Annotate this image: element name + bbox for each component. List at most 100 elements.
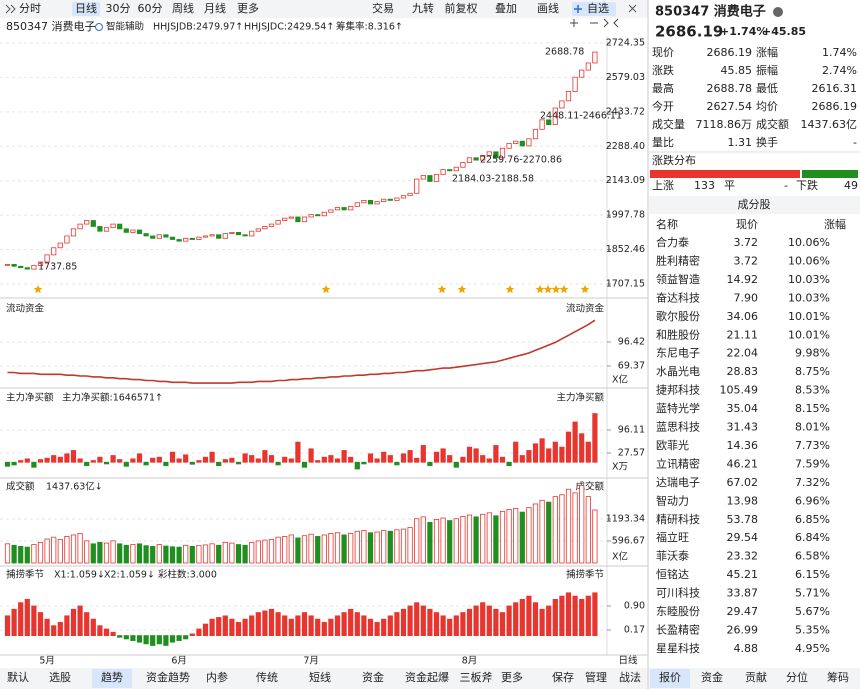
candle	[229, 231, 235, 234]
bottom-tab[interactable]: 内参	[206, 670, 228, 684]
toolbar-button[interactable]: 分时	[19, 2, 41, 15]
quote-label: 最低	[756, 82, 778, 95]
quote-tab[interactable]: 贡献	[745, 670, 767, 684]
volume-bar	[552, 496, 558, 564]
close-icon[interactable]	[628, 4, 637, 13]
volume-bar	[11, 544, 17, 564]
quote-tab[interactable]: 资金	[701, 670, 723, 684]
stock-name[interactable]: 欧菲光	[656, 438, 689, 452]
stock-price: 22.04	[727, 347, 759, 360]
stock-name[interactable]: 领益智造	[656, 272, 700, 286]
stock-name[interactable]: 可川科技	[656, 586, 700, 600]
candle	[216, 234, 222, 239]
bottom-tab[interactable]: 更多	[501, 670, 523, 684]
bottom-tab[interactable]: 默认	[7, 671, 29, 684]
signal-star	[559, 285, 569, 294]
bar	[585, 441, 591, 463]
stock-name[interactable]: 捷邦科技	[656, 383, 700, 397]
toolbar-button[interactable]: 交易	[372, 1, 394, 15]
bottom-action[interactable]: 战法	[619, 670, 641, 684]
bottom-tab[interactable]: 资金起爆	[405, 670, 449, 684]
bar	[493, 445, 499, 463]
quote-tab[interactable]: 分位	[786, 670, 808, 684]
bar	[486, 458, 492, 463]
bottom-tab[interactable]: 趋势	[101, 671, 123, 684]
stock-name[interactable]: 东尼电子	[656, 347, 700, 360]
toolbar-button[interactable]: 30分	[106, 2, 131, 15]
quote-label: 量比	[652, 136, 674, 149]
candle	[447, 169, 453, 172]
bar	[579, 433, 585, 463]
stock-name[interactable]: 精研科技	[656, 512, 700, 526]
bottom-action[interactable]: 管理	[585, 670, 607, 684]
bottom-action[interactable]: 保存	[552, 670, 574, 684]
bar	[440, 448, 446, 463]
stock-name[interactable]: 东睦股份	[656, 605, 700, 618]
signal-star	[543, 285, 553, 294]
stock-name[interactable]: 合力泰	[656, 235, 689, 249]
bar	[354, 612, 360, 636]
bar	[189, 633, 195, 636]
bottom-tab[interactable]: 三板斧	[460, 670, 493, 684]
candle	[123, 228, 129, 233]
stock-name[interactable]: 恒铭达	[656, 567, 689, 581]
candle	[136, 229, 143, 234]
bottom-tab[interactable]: 选股	[49, 671, 71, 684]
toolbar-button[interactable]: 叠加	[495, 2, 517, 15]
bar	[64, 453, 70, 463]
stock-name[interactable]: 歌尔股份	[656, 309, 700, 323]
quote-tab[interactable]: 筹码	[827, 670, 849, 684]
volume-bar	[466, 514, 473, 564]
toolbar-button[interactable]: 自选	[587, 2, 609, 15]
bar	[486, 605, 492, 636]
bar	[156, 456, 162, 463]
toolbar-button[interactable]: 周线	[172, 1, 194, 15]
bar	[592, 413, 598, 463]
expand-icon[interactable]	[5, 4, 16, 14]
toolbar-button[interactable]: 更多	[237, 1, 259, 15]
bottom-tab[interactable]: 传统	[256, 671, 278, 684]
stock-name[interactable]: 和胜股份	[656, 327, 700, 341]
stock-name[interactable]: 奋达科技	[656, 290, 700, 304]
stock-name[interactable]: 立讯精密	[656, 456, 700, 470]
stock-name[interactable]: 胜利精密	[656, 253, 700, 267]
stock-name[interactable]: 水晶光电	[656, 364, 700, 378]
stock-name[interactable]: 智动力	[656, 493, 689, 507]
stock-name[interactable]: 星星科技	[656, 641, 700, 655]
bottom-tab[interactable]: 资金趋势	[146, 670, 190, 684]
toolbar-button[interactable]: 九转	[412, 1, 434, 15]
toolbar-button[interactable]: 画线	[537, 1, 559, 15]
candle	[546, 119, 552, 125]
stock-name[interactable]: 长盈精密	[656, 622, 700, 636]
tab-selected-bg	[72, 2, 100, 16]
volume-bar	[90, 543, 96, 564]
volume-bar	[242, 544, 248, 564]
bar	[268, 455, 275, 463]
candle	[64, 235, 70, 244]
candle	[44, 254, 50, 263]
candle	[427, 175, 433, 182]
y-tick-label: 2433.72	[606, 106, 645, 117]
assist-button[interactable]: 智能辅助	[106, 21, 144, 33]
bottom-tab[interactable]: 短线	[309, 670, 331, 684]
toolbar-button[interactable]: 前复权	[445, 1, 478, 15]
stock-name[interactable]: 达瑞电子	[656, 475, 700, 489]
volume-bar	[51, 536, 57, 564]
stock-name[interactable]: 福立旺	[656, 530, 689, 544]
stock-price: 53.78	[727, 513, 759, 526]
toolbar-button[interactable]: 60分	[138, 2, 163, 15]
bottom-tab[interactable]: 资金	[362, 670, 384, 684]
toolbar-button[interactable]: 日线	[75, 1, 97, 15]
bar	[64, 615, 70, 636]
stock-name[interactable]: 蓝特光学	[656, 401, 700, 415]
stock-name[interactable]: 蓝思科技	[656, 420, 700, 434]
toolbar-button[interactable]: 月线	[204, 1, 226, 15]
stock-name[interactable]: 菲沃泰	[656, 549, 689, 563]
stock-price: 29.47	[727, 605, 759, 618]
panel-title: 流动资金	[6, 303, 45, 315]
bar	[539, 608, 545, 636]
stock-change: 4.95%	[795, 642, 830, 655]
price-annotation: 2448.11-2466.11	[540, 111, 622, 122]
dist-value: -	[784, 179, 788, 192]
quote-tab[interactable]: 报价	[659, 670, 681, 684]
